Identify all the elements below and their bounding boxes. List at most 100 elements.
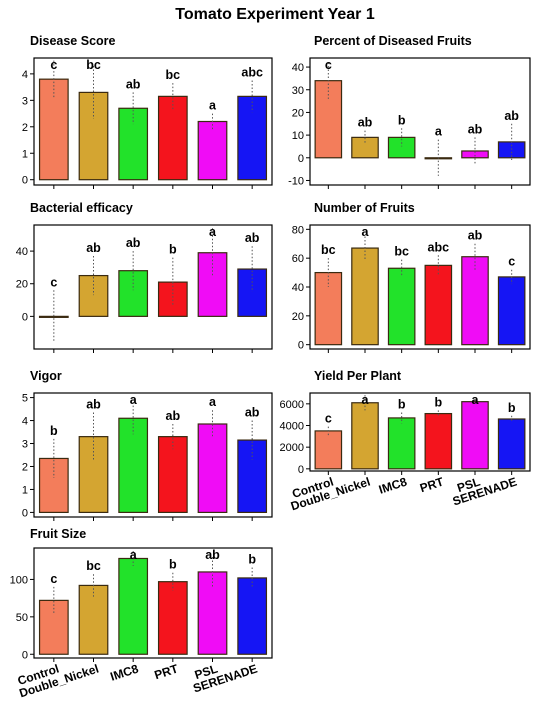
significance-letter: a xyxy=(130,548,138,562)
significance-letter: bc xyxy=(166,68,181,82)
y-tick-label: 0 xyxy=(298,340,304,352)
significance-letter: ab xyxy=(126,236,141,250)
y-tick-label: 30 xyxy=(292,85,304,97)
y-tick-label: 2 xyxy=(22,461,28,473)
plot-frame xyxy=(33,57,273,186)
bar-prt xyxy=(157,95,188,181)
y-tick-label: 0 xyxy=(298,464,304,476)
bar-control xyxy=(314,430,343,470)
plot-frame xyxy=(309,57,531,186)
significance-letter: ab xyxy=(245,231,260,245)
bar-psl xyxy=(197,120,228,181)
significance-letter: bc xyxy=(321,243,336,257)
bar-control xyxy=(314,80,343,159)
bar-serenade xyxy=(237,268,268,317)
bar-imc8 xyxy=(387,136,416,159)
plot-frame xyxy=(33,392,273,518)
bar-double-nickel xyxy=(78,584,109,655)
significance-letter: ab xyxy=(86,241,101,255)
significance-letter: b xyxy=(435,395,443,409)
significance-letter: b xyxy=(169,558,177,572)
significance-letter: c xyxy=(50,58,57,72)
significance-letter: c xyxy=(50,275,57,289)
y-tick-label: 40 xyxy=(292,282,304,294)
y-tick-label: 0 xyxy=(298,153,304,165)
y-tick-label: 1 xyxy=(22,148,28,160)
significance-letter: a xyxy=(362,393,370,407)
y-tick-label: 0 xyxy=(22,649,28,661)
bar-imc8 xyxy=(118,270,149,317)
panel-title: Bacterial efficacy xyxy=(30,201,133,215)
plot-frame xyxy=(33,224,273,350)
bar-double-nickel xyxy=(78,91,109,181)
bar-imc8 xyxy=(387,417,416,470)
y-tick-label: 40 xyxy=(292,62,304,74)
bar-psl xyxy=(461,401,489,470)
bar-prt xyxy=(157,281,188,317)
category-label-prt: PRT xyxy=(153,661,181,682)
y-tick-label: 3 xyxy=(22,95,28,107)
bar-serenade xyxy=(497,276,526,346)
panel-title: Yield Per Plant xyxy=(314,369,402,383)
significance-letter: a xyxy=(209,225,217,239)
category-label-psl: PSL xyxy=(193,662,220,683)
bar-double-nickel xyxy=(78,274,109,317)
significance-letter: a xyxy=(209,395,217,409)
y-tick-label: 50 xyxy=(16,612,28,624)
bar-psl xyxy=(461,150,489,159)
panel-title: Number of Fruits xyxy=(314,201,415,215)
significance-letter: ab xyxy=(468,229,483,243)
significance-letter: bc xyxy=(86,58,101,72)
panel-title: Fruit Size xyxy=(30,527,86,541)
significance-letter: a xyxy=(362,225,370,239)
bar-serenade xyxy=(237,577,268,655)
bar-prt xyxy=(157,581,188,655)
category-label-psl: PSL xyxy=(455,475,482,496)
bar-imc8 xyxy=(118,557,149,655)
bar-prt xyxy=(157,436,188,514)
y-tick-label: 6000 xyxy=(280,399,304,411)
significance-letter: ab xyxy=(358,116,373,130)
y-tick-label: 4000 xyxy=(280,421,304,433)
bar-prt xyxy=(424,264,453,346)
figure-title: Tomato Experiment Year 1 xyxy=(175,6,375,23)
significance-letter: abc xyxy=(428,240,450,254)
significance-letter: b xyxy=(248,552,256,566)
y-tick-label: 2000 xyxy=(280,442,304,454)
y-tick-label: 80 xyxy=(292,224,304,236)
significance-letter: ab xyxy=(86,398,101,412)
bar-serenade xyxy=(497,418,526,470)
significance-letter: a xyxy=(435,125,443,139)
significance-letter: ab xyxy=(166,409,181,423)
bar-imc8 xyxy=(387,267,416,346)
significance-letter: c xyxy=(508,255,515,269)
category-label-imc8: IMC8 xyxy=(108,661,140,683)
bar-double-nickel xyxy=(78,436,109,514)
bar-psl xyxy=(197,423,228,514)
y-tick-label: 0 xyxy=(22,507,28,519)
y-tick-label: 0 xyxy=(22,175,28,187)
y-tick-label: 40 xyxy=(16,246,28,258)
y-tick-label: -10 xyxy=(288,175,304,187)
significance-letter: b xyxy=(508,401,516,415)
significance-letter: b xyxy=(50,424,58,438)
bar-control xyxy=(38,315,69,318)
y-tick-label: 4 xyxy=(22,416,28,428)
significance-letter: c xyxy=(325,58,332,72)
significance-letter: ab xyxy=(504,109,519,123)
y-tick-label: 4 xyxy=(22,69,28,81)
y-tick-label: 0 xyxy=(22,311,28,323)
panel-title: Vigor xyxy=(30,369,62,383)
significance-letter: ab xyxy=(468,122,483,136)
y-tick-label: 20 xyxy=(292,311,304,323)
y-tick-label: 60 xyxy=(292,253,304,265)
y-tick-label: 10 xyxy=(292,130,304,142)
plot-frame xyxy=(33,547,273,659)
significance-letter: c xyxy=(325,412,332,426)
significance-letter: ab xyxy=(205,548,220,562)
